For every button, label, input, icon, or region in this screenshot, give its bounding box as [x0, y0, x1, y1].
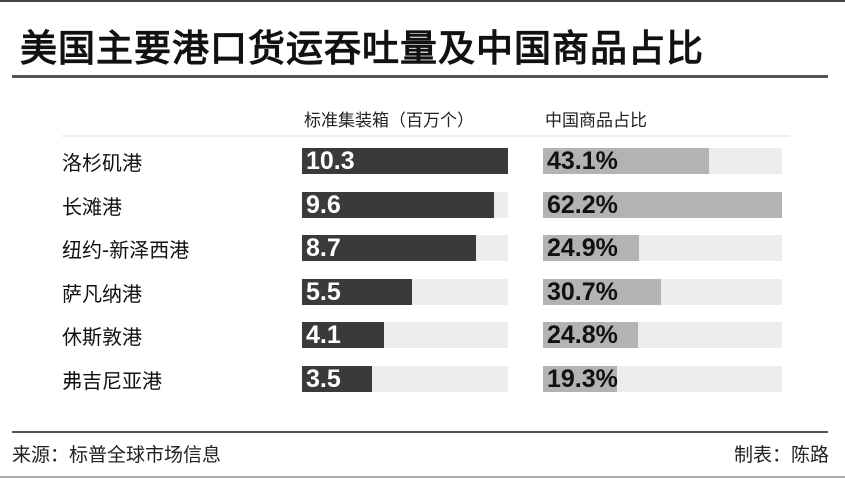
bar-track: 43.1%	[543, 147, 782, 175]
bar	[543, 278, 661, 305]
bar	[543, 322, 639, 349]
data-label: 9.6	[306, 190, 341, 219]
bar-track: 30.7%	[543, 277, 782, 306]
bar	[543, 191, 782, 218]
bar	[543, 366, 618, 392]
maker-note: 制表：陈路	[733, 444, 829, 466]
data-label: 4.1	[306, 321, 341, 350]
data-label: 5.5	[306, 277, 341, 306]
bar-track: 5.5	[302, 277, 508, 306]
bar-track: 19.3%	[543, 365, 782, 393]
title-divider	[12, 75, 828, 78]
bar	[302, 366, 372, 392]
bar	[302, 322, 384, 349]
data-label: 43.1%	[547, 147, 618, 175]
source-note: 来源：标普全球市场信息	[12, 444, 222, 466]
category-label: 休斯敦港	[62, 325, 142, 350]
bar-track: 3.5	[302, 365, 508, 393]
bar-track: 10.3	[302, 147, 508, 175]
bar-track: 24.8%	[543, 321, 782, 350]
bar-track: 9.6	[302, 190, 508, 219]
bottom-border	[0, 476, 845, 478]
data-label: 10.3	[306, 147, 355, 175]
bar	[302, 148, 508, 174]
column-header-containers: 标准集装箱（百万个）	[304, 111, 474, 131]
bar	[543, 148, 709, 174]
bar	[302, 191, 494, 218]
column-header-china-share: 中国商品占比	[545, 111, 647, 131]
data-label: 8.7	[306, 234, 341, 263]
bar-track: 4.1	[302, 321, 508, 350]
category-label: 洛杉矶港	[62, 151, 142, 175]
bar-track: 62.2%	[543, 190, 782, 219]
category-label: 长滩港	[62, 194, 122, 219]
category-label: 萨凡纳港	[62, 281, 142, 306]
data-label: 3.5	[306, 365, 341, 393]
top-border	[0, 0, 845, 2]
data-label: 19.3%	[547, 365, 618, 393]
chart-title: 美国主要港口货运吞吐量及中国商品占比	[20, 26, 704, 70]
data-label: 24.9%	[547, 234, 618, 263]
bar	[543, 235, 639, 262]
data-label: 30.7%	[547, 277, 618, 306]
category-label: 纽约-新泽西港	[62, 238, 190, 263]
bar-track: 8.7	[302, 234, 508, 263]
data-label: 24.8%	[547, 321, 618, 350]
bar-track: 24.9%	[543, 234, 782, 263]
header-divider	[62, 135, 790, 137]
footer-divider	[12, 431, 828, 433]
bar	[302, 278, 412, 305]
bar	[302, 235, 476, 262]
data-label: 62.2%	[547, 190, 618, 219]
category-label: 弗吉尼亚港	[62, 369, 162, 393]
